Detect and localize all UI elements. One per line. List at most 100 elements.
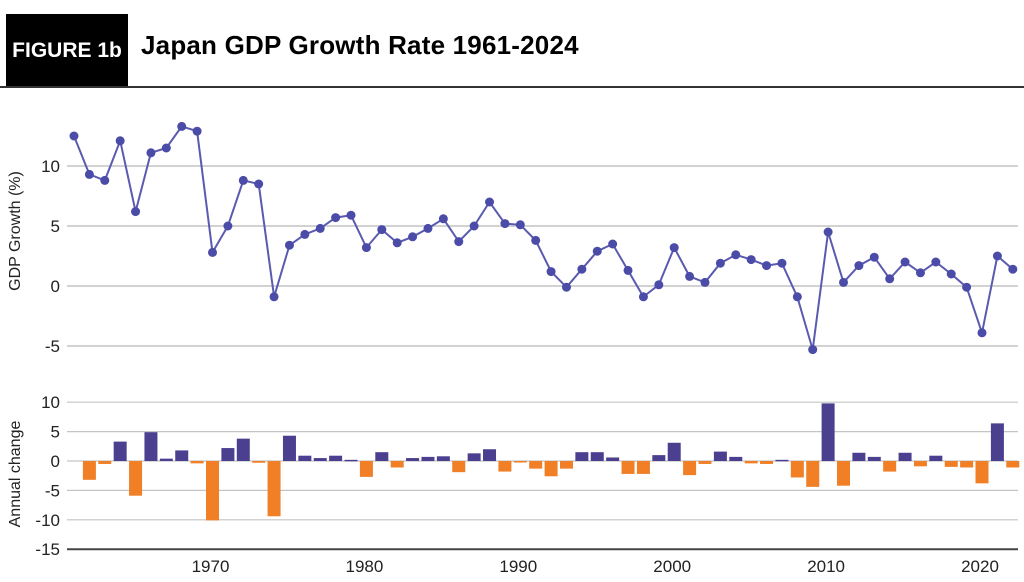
change-bar: [713, 451, 727, 461]
y-tick-label: -15: [35, 540, 60, 559]
data-point: [592, 246, 602, 256]
change-bar: [144, 432, 158, 461]
x-tick-label: 2000: [653, 557, 691, 576]
change-y-axis-label: Annual change: [7, 421, 24, 528]
data-point: [946, 269, 956, 279]
data-point: [161, 143, 171, 153]
change-bar: [760, 461, 774, 464]
data-point: [408, 232, 418, 242]
data-point: [669, 243, 679, 253]
change-bar: [206, 461, 220, 521]
change-bar: [467, 453, 481, 461]
data-point: [223, 221, 233, 231]
data-point: [131, 207, 141, 217]
change-bar: [698, 461, 712, 464]
change-bar: [575, 452, 589, 461]
change-bar: [806, 461, 820, 487]
data-point: [561, 282, 571, 292]
data-point: [777, 258, 787, 268]
data-point: [962, 282, 972, 292]
data-point: [823, 227, 833, 237]
change-bar: [621, 461, 635, 474]
data-point: [623, 265, 633, 275]
data-point: [577, 264, 587, 274]
data-point: [731, 250, 741, 260]
data-point: [269, 292, 279, 302]
y-tick-label: -5: [45, 337, 60, 356]
change-bar: [267, 461, 281, 517]
change-bar: [929, 455, 943, 461]
data-point: [485, 197, 495, 207]
chart-title: Japan GDP Growth Rate 1961-2024: [141, 30, 579, 60]
growth-y-axis-label: GDP Growth (%): [7, 171, 24, 291]
change-bar: [636, 461, 650, 474]
change-bar: [406, 458, 420, 461]
change-bar: [1006, 461, 1020, 468]
data-point: [839, 277, 848, 287]
change-bar: [175, 450, 189, 461]
change-bar: [606, 457, 620, 461]
change-bar: [837, 461, 850, 486]
data-point: [315, 223, 325, 233]
data-point: [454, 237, 464, 247]
change-bar: [452, 461, 466, 473]
change-bar: [236, 438, 250, 461]
data-point: [808, 345, 818, 355]
change-bar: [683, 461, 697, 476]
y-tick-label: 0: [51, 277, 60, 296]
data-point: [792, 292, 802, 302]
data-point: [84, 169, 94, 179]
data-point: [531, 235, 541, 245]
data-point: [300, 229, 310, 239]
data-point: [546, 267, 556, 277]
change-bar: [975, 461, 989, 484]
data-point: [885, 274, 895, 284]
y-tick-label: -5: [45, 481, 60, 500]
data-point: [746, 255, 756, 265]
data-point: [931, 257, 941, 267]
change-y-ticks: 10 5 0 -5 -10 -15: [35, 393, 60, 559]
data-point: [715, 258, 725, 268]
y-tick-label: 5: [51, 423, 60, 442]
x-tick-label: 2020: [961, 557, 999, 576]
change-bar: [498, 461, 512, 472]
data-point: [900, 257, 910, 267]
change-bar: [960, 461, 974, 468]
y-tick-label: -10: [35, 511, 60, 530]
data-point: [177, 121, 187, 131]
change-bar: [82, 461, 96, 480]
change-bar: [790, 461, 804, 478]
change-bar: [898, 452, 912, 461]
figure-label: FIGURE 1b: [6, 14, 128, 87]
change-bar: [252, 461, 266, 463]
change-bar: [590, 452, 604, 461]
change-bar: [667, 442, 681, 461]
change-bar: [190, 461, 204, 464]
change-bar: [513, 461, 527, 463]
x-ticks: 1970 1980 1990 2000 2010 2020: [192, 557, 999, 576]
growth-y-ticks: 10 5 0 -5: [41, 157, 60, 356]
change-bar: [421, 456, 435, 461]
change-bar: [221, 448, 235, 461]
data-point: [869, 252, 879, 262]
change-bar: [729, 456, 743, 461]
data-point: [284, 240, 294, 250]
change-bar: [744, 461, 758, 464]
data-point: [762, 261, 772, 271]
data-point: [69, 131, 79, 141]
change-bar: [483, 449, 497, 461]
change-bar: [883, 461, 897, 472]
change-bars: [82, 403, 1020, 521]
change-bar: [313, 458, 327, 461]
change-bar: [436, 456, 450, 461]
data-point: [515, 220, 525, 230]
data-point: [500, 219, 510, 229]
x-tick-label: 1980: [345, 557, 383, 576]
growth-series: [69, 121, 1018, 355]
change-bar: [159, 458, 173, 461]
data-point: [700, 277, 710, 287]
change-bar: [990, 423, 1004, 461]
data-point: [331, 213, 341, 223]
y-tick-label: 0: [51, 452, 60, 471]
